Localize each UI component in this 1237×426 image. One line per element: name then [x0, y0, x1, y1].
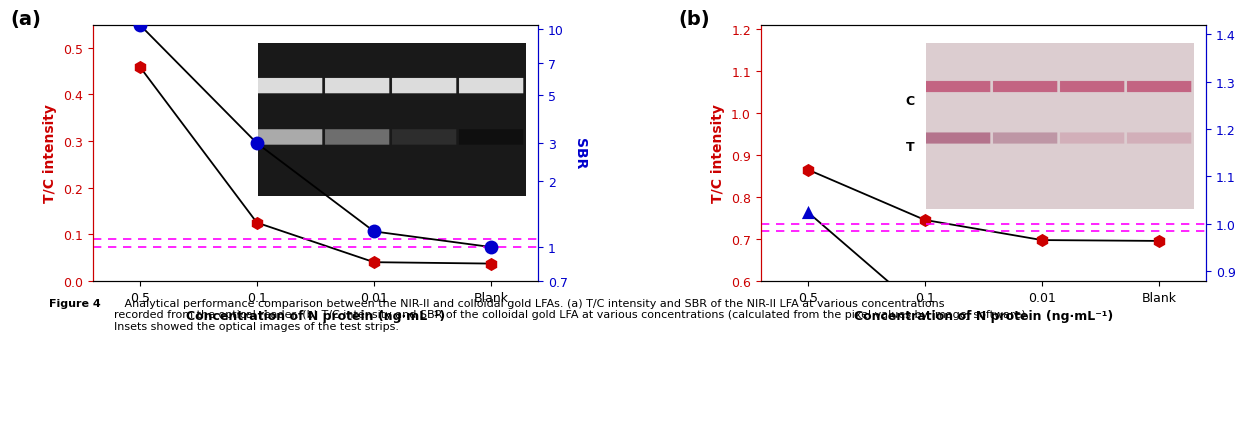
Text: (a): (a): [10, 10, 41, 29]
Text: 0.1: 0.1: [329, 184, 344, 194]
Text: Figure 4: Figure 4: [49, 298, 101, 308]
Text: Blank: Blank: [442, 184, 469, 194]
Point: [1149, 238, 1169, 245]
Text: 0.5: 0.5: [938, 198, 954, 208]
Text: 0.1: 0.1: [997, 198, 1012, 208]
Point: [915, 217, 935, 224]
Point: [364, 228, 383, 235]
Text: 0.5: 0.5: [270, 184, 286, 194]
Point: [798, 167, 818, 173]
Point: [130, 64, 150, 71]
Point: [1149, 351, 1169, 358]
Point: [247, 141, 267, 147]
Point: [915, 310, 935, 317]
Text: 0.01: 0.01: [386, 184, 407, 194]
Text: 0.01: 0.01: [1054, 198, 1075, 208]
Text: C: C: [905, 95, 914, 107]
Point: [798, 209, 818, 216]
Text: Blank: Blank: [1110, 198, 1137, 208]
Point: [481, 244, 501, 251]
Y-axis label: T/C intensity: T/C intensity: [43, 104, 57, 203]
Text: (b): (b): [678, 10, 710, 29]
X-axis label: Concentration of N protein (ng·mL⁻¹): Concentration of N protein (ng·mL⁻¹): [854, 309, 1113, 322]
Point: [130, 22, 150, 29]
Y-axis label: T/C intensity: T/C intensity: [711, 104, 725, 203]
Text: C: C: [238, 84, 246, 97]
Point: [247, 220, 267, 227]
Point: [1032, 351, 1051, 358]
Text: Analytical performance comparison between the NIR-II and colloidal gold LFAs. (a: Analytical performance comparison betwee…: [114, 298, 1029, 331]
Point: [481, 261, 501, 268]
Y-axis label: SBR: SBR: [573, 138, 588, 169]
Text: T: T: [905, 141, 914, 153]
X-axis label: Concentration of N protein (ng·mL⁻¹): Concentration of N protein (ng·mL⁻¹): [186, 309, 445, 322]
Point: [1032, 237, 1051, 244]
Text: T: T: [238, 130, 246, 143]
Point: [364, 259, 383, 266]
